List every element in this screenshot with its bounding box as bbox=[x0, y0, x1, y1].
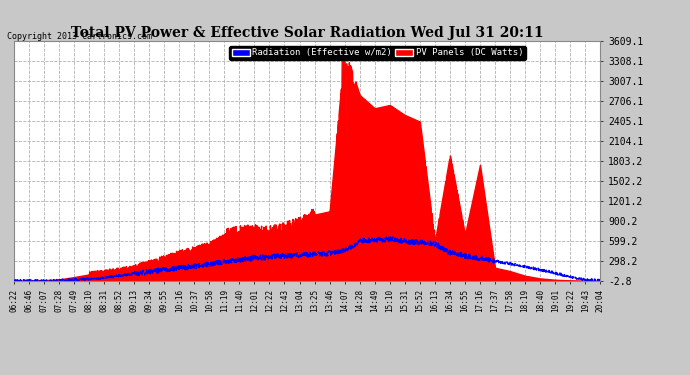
Text: Copyright 2013 Cartronics.com: Copyright 2013 Cartronics.com bbox=[7, 32, 152, 41]
Title: Total PV Power & Effective Solar Radiation Wed Jul 31 20:11: Total PV Power & Effective Solar Radiati… bbox=[71, 26, 543, 40]
Legend: Radiation (Effective w/m2), PV Panels (DC Watts): Radiation (Effective w/m2), PV Panels (D… bbox=[229, 46, 526, 60]
